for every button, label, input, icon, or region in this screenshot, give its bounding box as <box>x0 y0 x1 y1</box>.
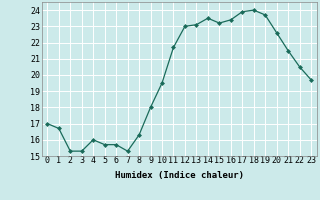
X-axis label: Humidex (Indice chaleur): Humidex (Indice chaleur) <box>115 171 244 180</box>
